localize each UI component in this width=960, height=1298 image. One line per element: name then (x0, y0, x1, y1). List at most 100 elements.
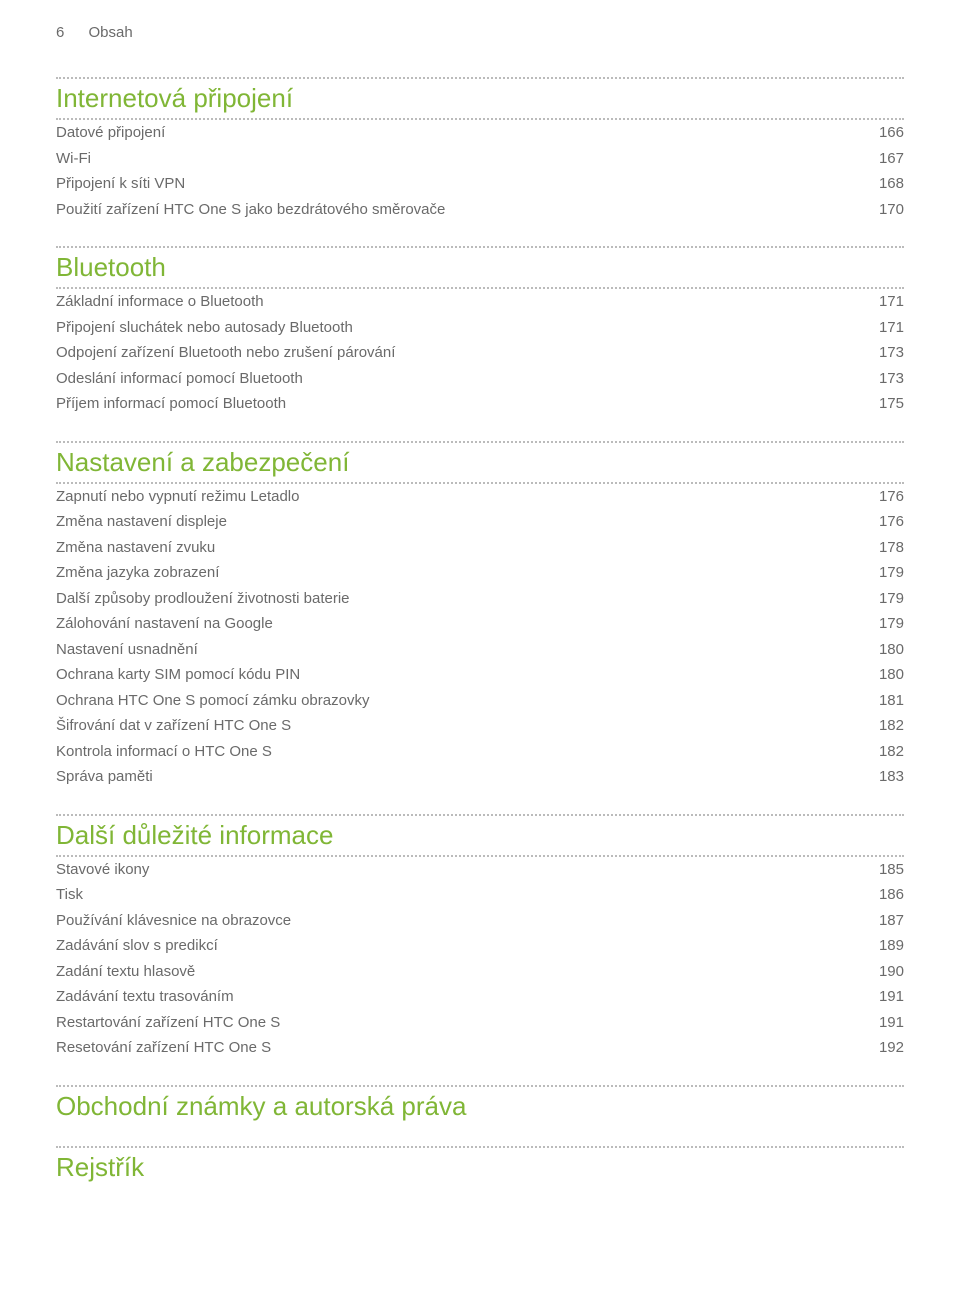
toc-row: Šifrování dat v zařízení HTC One S182 (56, 713, 904, 739)
section-title: Rejstřík (56, 1152, 904, 1183)
toc-row: Wi-Fi167 (56, 146, 904, 172)
toc-row: Základní informace o Bluetooth171 (56, 289, 904, 315)
toc-item-page: 191 (864, 1010, 904, 1036)
toc-item-page: 179 (864, 586, 904, 612)
page-number: 6 (56, 24, 64, 41)
dotted-divider (56, 1085, 904, 1087)
toc-item-label: Použití zařízení HTC One S jako bezdráto… (56, 197, 864, 223)
toc-item-page: 186 (864, 882, 904, 908)
dotted-divider (56, 441, 904, 443)
dotted-divider (56, 1146, 904, 1148)
toc-row: Ochrana HTC One S pomocí zámku obrazovky… (56, 688, 904, 714)
toc-section: Další důležité informace Stavové ikony185… (56, 814, 904, 1061)
toc-section: Rejstřík (56, 1146, 904, 1183)
toc-item-label: Správa paměti (56, 764, 864, 790)
header-title: Obsah (89, 24, 133, 41)
toc-item-page: 166 (864, 120, 904, 146)
toc-item-label: Základní informace o Bluetooth (56, 289, 864, 315)
toc-row: Zapnutí nebo vypnutí režimu Letadlo176 (56, 484, 904, 510)
toc-row: Zadávání textu trasováním191 (56, 984, 904, 1010)
toc-item-page: 173 (864, 340, 904, 366)
toc-item-page: 175 (864, 391, 904, 417)
toc-item-label: Ochrana karty SIM pomocí kódu PIN (56, 662, 864, 688)
toc-row: Datové připojení166 (56, 120, 904, 146)
page-header: 6 Obsah (56, 24, 904, 41)
toc-row: Příjem informací pomocí Bluetooth175 (56, 391, 904, 417)
toc-item-label: Odeslání informací pomocí Bluetooth (56, 366, 864, 392)
toc-item-label: Změna nastavení zvuku (56, 535, 864, 561)
toc-item-page: 183 (864, 764, 904, 790)
toc-row: Další způsoby prodloužení životnosti bat… (56, 586, 904, 612)
toc-row: Restartování zařízení HTC One S191 (56, 1010, 904, 1036)
section-title: Bluetooth (56, 252, 904, 283)
toc-row: Zadávání slov s predikcí189 (56, 933, 904, 959)
toc-item-label: Nastavení usnadnění (56, 637, 864, 663)
toc-row: Nastavení usnadnění180 (56, 637, 904, 663)
toc-row: Tisk186 (56, 882, 904, 908)
section-title: Nastavení a zabezpečení (56, 447, 904, 478)
toc-item-label: Odpojení zařízení Bluetooth nebo zrušení… (56, 340, 864, 366)
toc-item-label: Zadávání textu trasováním (56, 984, 864, 1010)
toc-item-label: Zálohování nastavení na Google (56, 611, 864, 637)
section-title: Obchodní známky a autorská práva (56, 1091, 904, 1122)
toc-row: Použití zařízení HTC One S jako bezdráto… (56, 197, 904, 223)
toc-row: Ochrana karty SIM pomocí kódu PIN180 (56, 662, 904, 688)
toc-item-label: Změna nastavení displeje (56, 509, 864, 535)
toc-section: Obchodní známky a autorská práva (56, 1085, 904, 1122)
toc-row: Resetování zařízení HTC One S192 (56, 1035, 904, 1061)
dotted-divider (56, 814, 904, 816)
toc-section: Nastavení a zabezpečení Zapnutí nebo vypn… (56, 441, 904, 790)
toc-section: Internetová připojení Datové připojení166… (56, 77, 904, 222)
section-title: Další důležité informace (56, 820, 904, 851)
toc-item-label: Připojení sluchátek nebo autosady Blueto… (56, 315, 864, 341)
toc-row: Zadání textu hlasově190 (56, 959, 904, 985)
toc-item-label: Zapnutí nebo vypnutí režimu Letadlo (56, 484, 864, 510)
toc-item-page: 180 (864, 662, 904, 688)
toc-row: Používání klávesnice na obrazovce187 (56, 908, 904, 934)
toc-item-page: 176 (864, 484, 904, 510)
toc-row: Změna nastavení zvuku178 (56, 535, 904, 561)
toc-item-page: 180 (864, 637, 904, 663)
toc-item-page: 191 (864, 984, 904, 1010)
toc-item-page: 170 (864, 197, 904, 223)
toc-item-page: 192 (864, 1035, 904, 1061)
toc-item-label: Tisk (56, 882, 864, 908)
toc-row: Odeslání informací pomocí Bluetooth173 (56, 366, 904, 392)
toc-item-label: Používání klávesnice na obrazovce (56, 908, 864, 934)
toc-item-label: Zadávání slov s predikcí (56, 933, 864, 959)
toc-row: Odpojení zařízení Bluetooth nebo zrušení… (56, 340, 904, 366)
sections-container: Internetová připojení Datové připojení166… (56, 77, 904, 1183)
toc-item-label: Datové připojení (56, 120, 864, 146)
toc-item-page: 189 (864, 933, 904, 959)
toc-item-page: 167 (864, 146, 904, 172)
dotted-divider (56, 77, 904, 79)
toc-section: BluetoothZákladní informace o Bluetooth1… (56, 246, 904, 417)
section-title: Internetová připojení (56, 83, 904, 114)
toc-item-label: Změna jazyka zobrazení (56, 560, 864, 586)
toc-item-page: 182 (864, 713, 904, 739)
toc-item-page: 178 (864, 535, 904, 561)
toc-row: Kontrola informací o HTC One S182 (56, 739, 904, 765)
toc-item-page: 176 (864, 509, 904, 535)
toc-item-page: 179 (864, 560, 904, 586)
toc-item-page: 171 (864, 289, 904, 315)
toc-row: Správa paměti183 (56, 764, 904, 790)
toc-item-page: 190 (864, 959, 904, 985)
toc-item-page: 185 (864, 857, 904, 883)
toc-row: Připojení k síti VPN168 (56, 171, 904, 197)
toc-item-label: Restartování zařízení HTC One S (56, 1010, 864, 1036)
toc-row: Zálohování nastavení na Google179 (56, 611, 904, 637)
toc-item-page: 173 (864, 366, 904, 392)
toc-item-label: Připojení k síti VPN (56, 171, 864, 197)
toc-row: Stavové ikony185 (56, 857, 904, 883)
toc-item-label: Stavové ikony (56, 857, 864, 883)
toc-item-page: 171 (864, 315, 904, 341)
toc-item-label: Wi-Fi (56, 146, 864, 172)
toc-item-label: Příjem informací pomocí Bluetooth (56, 391, 864, 417)
toc-item-label: Šifrování dat v zařízení HTC One S (56, 713, 864, 739)
toc-item-label: Zadání textu hlasově (56, 959, 864, 985)
toc-item-page: 168 (864, 171, 904, 197)
dotted-divider (56, 246, 904, 248)
toc-item-page: 182 (864, 739, 904, 765)
toc-item-label: Ochrana HTC One S pomocí zámku obrazovky (56, 688, 864, 714)
